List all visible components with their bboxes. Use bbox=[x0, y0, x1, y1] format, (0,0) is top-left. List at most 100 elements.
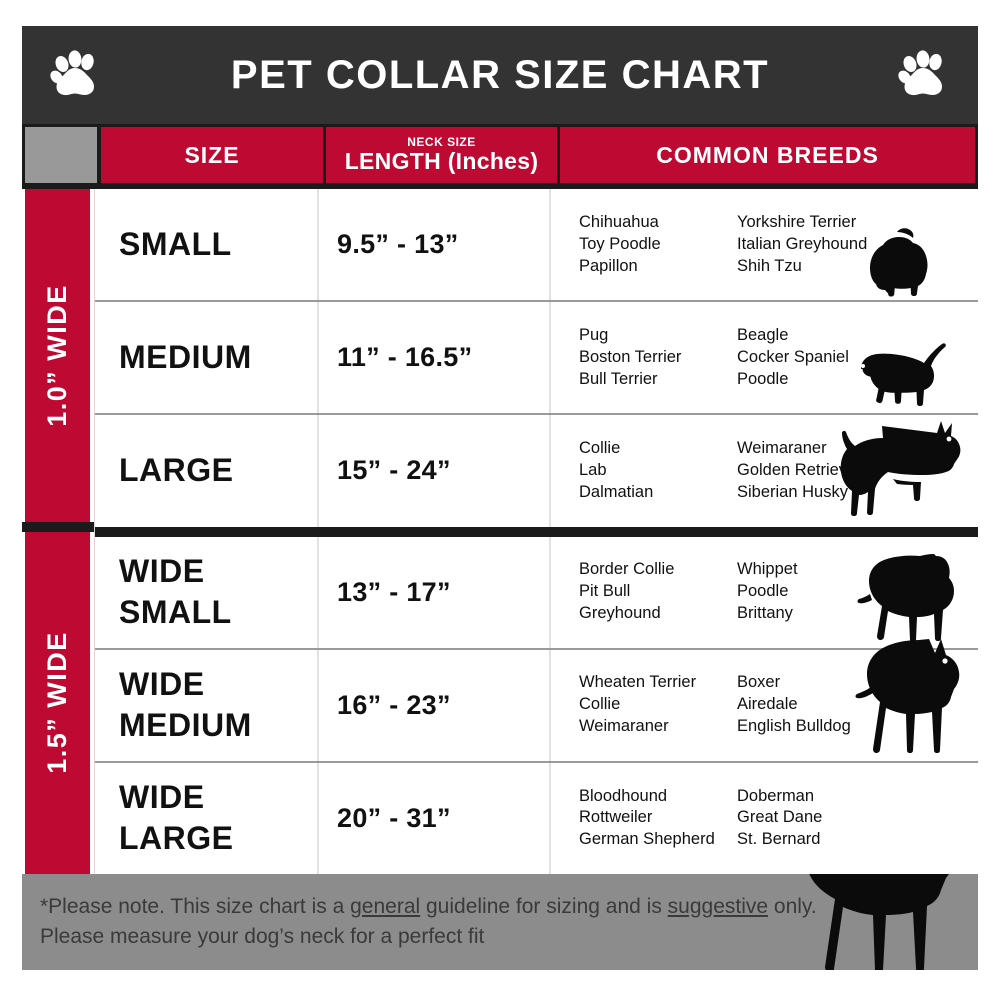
paw-print-icon bbox=[896, 47, 952, 103]
bulldog-silhouette bbox=[828, 537, 978, 648]
cell-size: SMALL bbox=[119, 226, 232, 263]
breeds-column-1: Bloodhound Rottweiler German Shepherd bbox=[579, 786, 737, 852]
breed-item: Golden Retriever bbox=[737, 460, 862, 479]
breed-item: English Bulldog bbox=[737, 717, 851, 736]
breed-item: Siberian Husky bbox=[737, 482, 848, 501]
breed-item: Collie bbox=[579, 695, 621, 714]
cell-breeds: Pug Boston Terrier Bull Terrier Beagle C… bbox=[549, 302, 978, 414]
paw-print-icon bbox=[48, 47, 104, 103]
cell-length: 20” - 31” bbox=[317, 762, 549, 875]
cell-length: 15” - 24” bbox=[317, 415, 549, 527]
footer-text-c: only. bbox=[768, 894, 817, 918]
breed-item: Shih Tzu bbox=[737, 256, 802, 275]
breed-item: Collie bbox=[579, 439, 621, 458]
cell-size-line-2: SMALL bbox=[119, 594, 232, 631]
breed-item: Border Collie bbox=[579, 560, 675, 579]
breed-item: Great Dane bbox=[737, 808, 823, 827]
cell-size-line-2: LARGE bbox=[119, 820, 234, 857]
cell-length: 9.5” - 13” bbox=[317, 189, 549, 301]
breed-item: Poodle bbox=[737, 582, 789, 601]
footer-text-a: *Please note. This size chart is a bbox=[40, 894, 351, 918]
cell-size: MEDIUM bbox=[119, 339, 252, 376]
cell-breeds: Bloodhound Rottweiler German Shepherd Do… bbox=[549, 762, 978, 875]
column-header-size: SIZE bbox=[101, 127, 323, 183]
breed-item: Boxer bbox=[737, 673, 781, 692]
breed-item: Wheaten Terrier bbox=[579, 673, 697, 692]
breed-item: Whippet bbox=[737, 560, 798, 579]
breeds-column-2: Yorkshire Terrier Italian Greyhound Shih… bbox=[737, 212, 867, 278]
cell-breeds: Border Collie Pit Bull Greyhound Whippet… bbox=[549, 536, 978, 648]
width-group-label-2: 1.5” WIDE bbox=[25, 531, 90, 874]
table-rows: SMALL 9.5” - 13” Chihuahua Toy Poodle Pa… bbox=[94, 189, 978, 875]
breed-item: German Shepherd bbox=[579, 830, 715, 849]
breeds-column-1: Chihuahua Toy Poodle Papillon bbox=[579, 212, 737, 278]
dachshund-silhouette bbox=[828, 302, 978, 413]
breed-item: Pug bbox=[579, 325, 609, 344]
table-header-row: SIZE NECK SIZE LENGTH (Inches) COMMON BR… bbox=[22, 124, 978, 186]
breeds-column-2: Whippet Poodle Brittany bbox=[737, 559, 798, 625]
page-title: PET COLLAR SIZE CHART bbox=[230, 52, 770, 97]
width-group-rail-column: 1.0” WIDE 1.5” WIDE bbox=[22, 189, 94, 874]
breeds-column-1: Pug Boston Terrier Bull Terrier bbox=[579, 325, 737, 391]
group-divider bbox=[22, 521, 94, 532]
cell-size-line-1: WIDE bbox=[119, 779, 205, 816]
column-header-length-caption: NECK SIZE bbox=[407, 135, 476, 150]
breed-item: St. Bernard bbox=[737, 830, 821, 849]
cell-size-line-1: WIDE bbox=[119, 666, 205, 703]
breed-item: Chihuahua bbox=[579, 212, 659, 231]
breed-item: Rottweiler bbox=[579, 808, 653, 827]
cell-size: LARGE bbox=[119, 452, 234, 489]
doberman-silhouette bbox=[809, 874, 949, 970]
cell-size: WIDE SMALL bbox=[95, 537, 317, 648]
breed-item: Beagle bbox=[737, 325, 789, 344]
cell-length: 11” - 16.5” bbox=[317, 302, 549, 414]
breed-item: Poodle bbox=[737, 369, 789, 388]
column-header-length-main: LENGTH (Inches) bbox=[344, 148, 539, 175]
breed-item: Brittany bbox=[737, 604, 793, 623]
width-group-label-1-text: 1.0” WIDE bbox=[42, 284, 72, 427]
cell-size-line-2: MEDIUM bbox=[119, 707, 252, 744]
footer-underline-suggestive: suggestive bbox=[667, 894, 769, 918]
breeds-column-1: Wheaten Terrier Collie Weimaraner bbox=[579, 672, 737, 738]
breed-item: Yorkshire Terrier bbox=[737, 212, 857, 231]
breed-item: Weimaraner bbox=[737, 439, 827, 458]
cell-breeds: Chihuahua Toy Poodle Papillon Yorkshire … bbox=[549, 189, 978, 301]
breed-item: Pit Bull bbox=[579, 582, 631, 601]
breeds-column-2: Boxer Airedale English Bulldog bbox=[737, 672, 851, 738]
breed-item: Weimaraner bbox=[579, 717, 669, 736]
breed-item: Bull Terrier bbox=[579, 369, 658, 388]
cell-size-line-1: WIDE bbox=[119, 553, 205, 590]
breeds-column-2: Weimaraner Golden Retriever Siberian Hus… bbox=[737, 438, 862, 504]
footer-text-b: guideline for sizing and is bbox=[420, 894, 668, 918]
table-row: MEDIUM 11” - 16.5” Pug Boston Terrier Bu… bbox=[95, 302, 978, 416]
breed-item: Boston Terrier bbox=[579, 347, 682, 366]
table-row: WIDE LARGE 20” - 31” Bloodhound Rottweil… bbox=[95, 762, 978, 875]
cell-breeds: Wheaten Terrier Collie Weimaraner Boxer … bbox=[549, 638, 978, 761]
table-row: WIDE SMALL 13” - 17” Border Collie Pit B… bbox=[95, 536, 978, 650]
breed-item: Lab bbox=[579, 460, 607, 479]
breed-item: Papillon bbox=[579, 256, 638, 275]
footer-line-2: Please measure your dog’s neck for a per… bbox=[40, 925, 485, 948]
cell-breeds: Collie Lab Dalmatian Weimaraner Golden R… bbox=[549, 415, 978, 527]
width-group-label-2-text: 1.5” WIDE bbox=[42, 631, 72, 775]
breed-item: Dalmatian bbox=[579, 482, 654, 501]
breed-item: Airedale bbox=[737, 695, 798, 714]
breed-item: Greyhound bbox=[579, 604, 661, 623]
breed-item: Italian Greyhound bbox=[737, 234, 868, 253]
pet-collar-size-chart: PET COLLAR SIZE CHART SIZE NECK SIZE LEN… bbox=[22, 26, 978, 974]
column-header-length: NECK SIZE LENGTH (Inches) bbox=[326, 127, 557, 183]
breed-item: Toy Poodle bbox=[579, 234, 661, 253]
cell-size: WIDE MEDIUM bbox=[95, 650, 317, 761]
table-row: WIDE MEDIUM 16” - 23” Wheaten Terrier Co… bbox=[95, 638, 978, 763]
footer-note: *Please note. This size chart is a gener… bbox=[22, 874, 978, 970]
table-row: LARGE 15” - 24” Collie Lab Dalmatian Wei… bbox=[95, 415, 978, 527]
cell-size: WIDE LARGE bbox=[95, 763, 317, 874]
cell-length: 16” - 23” bbox=[317, 649, 549, 761]
width-group-label-1: 1.0” WIDE bbox=[25, 189, 90, 522]
footer-underline-general: general bbox=[350, 894, 421, 918]
breed-item: Cocker Spaniel bbox=[737, 347, 849, 366]
column-header-breeds: COMMON BREEDS bbox=[560, 127, 975, 183]
table-body: 1.0” WIDE 1.5” WIDE SMALL 9.5” - 13” Chi… bbox=[22, 186, 978, 875]
breeds-column-2: Beagle Cocker Spaniel Poodle bbox=[737, 325, 849, 391]
table-row: SMALL 9.5” - 13” Chihuahua Toy Poodle Pa… bbox=[95, 189, 978, 303]
